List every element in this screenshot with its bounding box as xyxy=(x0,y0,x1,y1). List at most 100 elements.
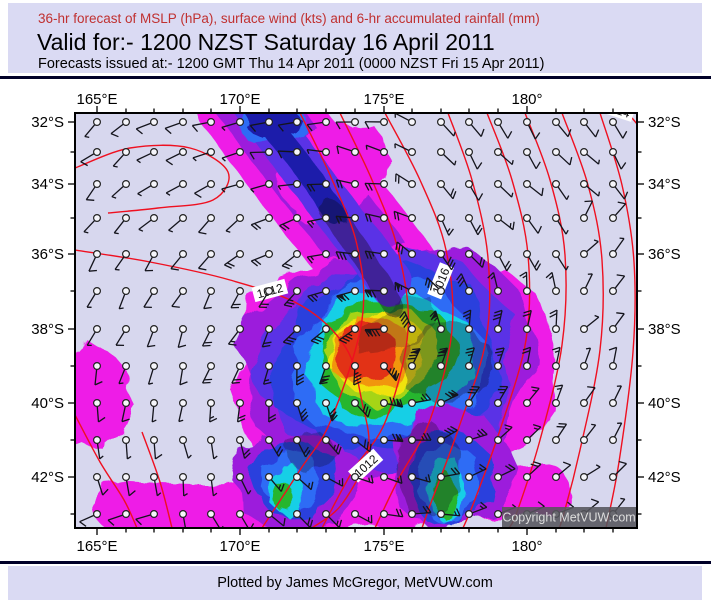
wind-barb xyxy=(236,510,255,527)
issued-time-subtitle: Forecasts issued at:- 1200 GMT Thu 14 Ap… xyxy=(38,56,545,72)
wind-barb xyxy=(608,422,623,445)
wind-barb xyxy=(150,436,163,460)
wind-barb xyxy=(579,386,596,408)
lat-label: 36°S xyxy=(31,246,64,263)
wind-barb xyxy=(179,510,188,527)
wind-barb xyxy=(236,473,252,495)
wind-barb xyxy=(579,347,592,371)
wind-barb xyxy=(250,250,274,267)
wind-barb xyxy=(380,433,404,445)
wind-barb xyxy=(192,148,216,162)
wind-barb xyxy=(608,180,629,200)
wind-barb xyxy=(608,460,627,482)
lon-label: 170°E xyxy=(219,91,260,108)
wind-barb xyxy=(250,214,274,231)
wind-barb xyxy=(364,180,389,191)
wind-barb xyxy=(258,287,274,309)
wind-barb xyxy=(177,325,188,349)
wind-barb xyxy=(519,271,531,296)
wind-barb xyxy=(437,347,449,371)
wind-barb xyxy=(85,180,101,201)
wind-barb xyxy=(335,117,360,130)
wind-barb xyxy=(608,201,627,223)
wind-barb xyxy=(137,180,159,197)
wind-barb xyxy=(364,117,389,130)
copyright-watermark: Copyright MetVUW.com xyxy=(502,507,636,527)
header-band: 36-hr forecast of MSLP (hPa), surface wi… xyxy=(8,3,702,73)
wind-barb xyxy=(88,250,101,272)
wind-barb xyxy=(231,362,245,384)
wind-barb xyxy=(551,117,572,138)
wind-barb xyxy=(265,510,286,527)
wind-barb xyxy=(144,250,159,272)
wind-barb-layer xyxy=(79,114,629,527)
wind-barb xyxy=(121,399,130,423)
wind-barb xyxy=(319,362,331,385)
wind-barb xyxy=(198,250,216,271)
footer-divider xyxy=(0,561,711,564)
wind-barb xyxy=(437,214,454,236)
wind-barb xyxy=(179,362,188,386)
wind-barb xyxy=(395,241,417,259)
wind-barb xyxy=(608,237,625,259)
wind-barb xyxy=(494,250,512,272)
wind-barb xyxy=(407,348,421,371)
wind-barb xyxy=(380,362,400,382)
wind-barb xyxy=(221,148,245,162)
wind-barb xyxy=(86,287,101,308)
wind-barb xyxy=(179,473,188,497)
wind-barb xyxy=(265,473,285,492)
footer-credit: Plotted by James McGregor, MetVUW.com xyxy=(217,575,493,591)
wind-barb xyxy=(150,473,162,497)
wind-barb xyxy=(408,473,431,483)
wind-barb xyxy=(351,510,373,524)
wind-barb xyxy=(207,399,218,423)
wind-barb xyxy=(121,436,132,460)
lat-label: 42°S xyxy=(31,469,64,486)
wind-barb xyxy=(310,325,331,345)
wind-barb xyxy=(465,250,486,268)
wind-barb xyxy=(262,362,274,385)
wind-barb xyxy=(465,463,487,482)
wind-barb xyxy=(322,436,342,455)
wind-barb xyxy=(351,473,374,484)
wind-barb xyxy=(281,250,302,270)
wind-barb xyxy=(551,148,573,166)
wind-barb xyxy=(112,148,130,168)
wind-barb xyxy=(207,510,224,527)
lon-label: 170°E xyxy=(219,538,260,555)
wind-barb xyxy=(494,180,514,198)
wind-barb xyxy=(608,274,626,296)
wind-barb xyxy=(224,250,245,269)
wind-barb xyxy=(437,389,459,408)
wind-barb xyxy=(522,180,544,197)
wind-barb xyxy=(394,173,417,189)
wind-barb xyxy=(306,214,331,229)
axis-labels: 165°E 165°E 170°E 170°E 175°E 175°E 180° 180° 32… xyxy=(31,91,680,555)
wind-barb xyxy=(113,214,130,235)
wind-barb xyxy=(494,463,516,482)
wind-barb xyxy=(178,399,188,423)
wind-barb xyxy=(494,424,513,445)
wind-barb xyxy=(121,473,136,497)
wind-barb xyxy=(437,425,458,445)
wind-barb xyxy=(92,399,106,423)
wind-barb xyxy=(282,325,302,346)
wind-barb xyxy=(293,362,305,386)
wind-barb xyxy=(437,180,457,200)
wind-barb xyxy=(84,117,101,138)
lon-label: 175°E xyxy=(363,538,404,555)
wind-barb xyxy=(194,180,216,198)
wind-barb xyxy=(118,287,130,310)
lat-label: 38°S xyxy=(648,321,681,338)
wind-barb xyxy=(306,250,331,264)
wind-barb xyxy=(380,473,403,484)
wind-barb xyxy=(579,117,600,138)
wind-barb xyxy=(429,310,446,334)
wind-barb xyxy=(494,117,513,139)
wind-barb xyxy=(306,117,331,132)
wind-barb xyxy=(551,346,561,371)
wind-barb xyxy=(494,347,505,371)
wind-barb xyxy=(522,346,532,371)
wind-barb xyxy=(265,399,277,423)
